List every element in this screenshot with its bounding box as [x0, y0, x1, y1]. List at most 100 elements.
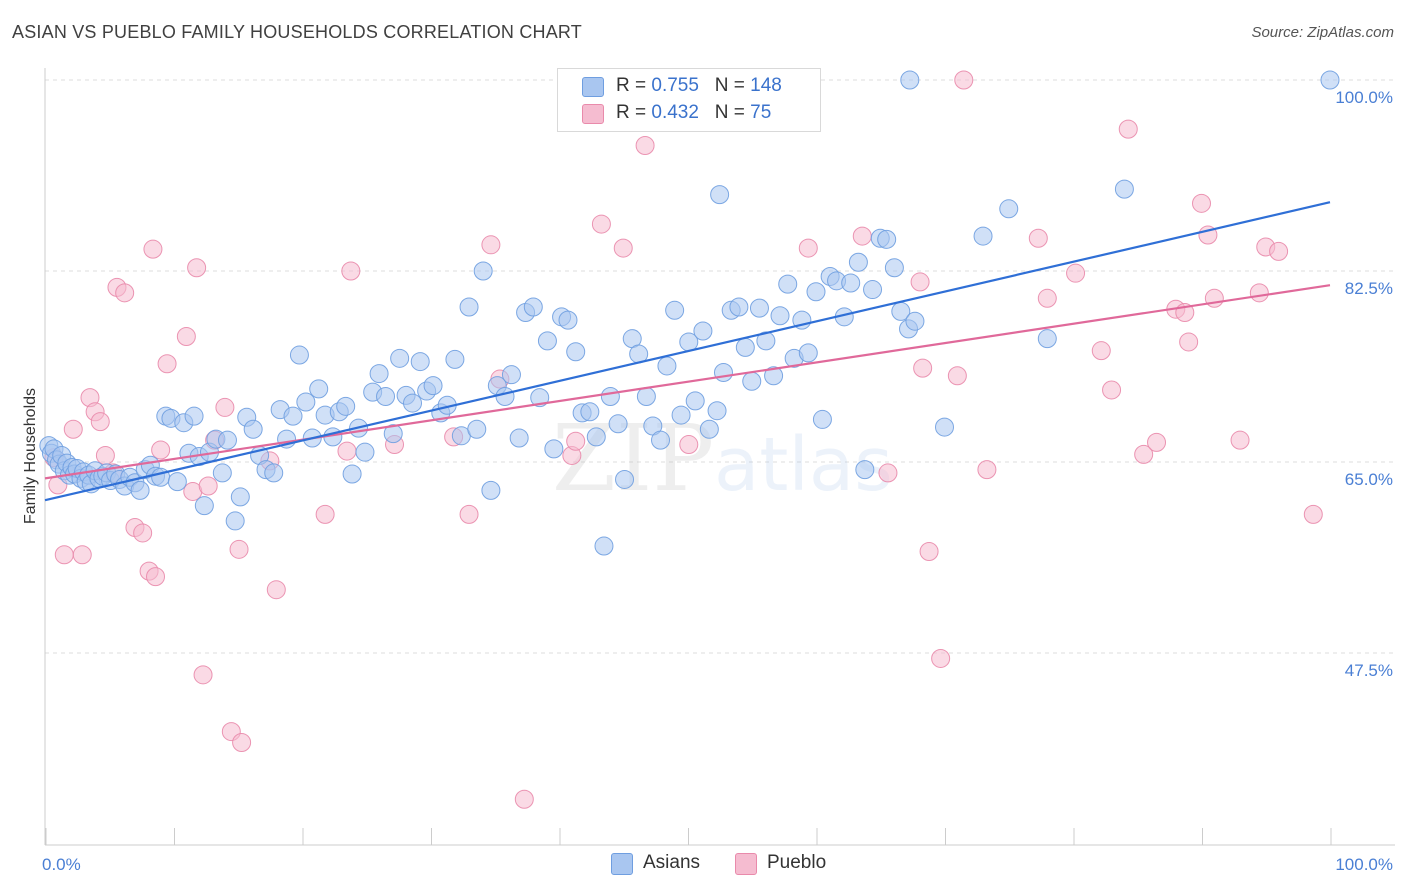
asians-point [194, 496, 214, 516]
asians-point [770, 306, 790, 326]
pueblo-r-value: 0.432 [651, 102, 699, 123]
pueblo-point [679, 435, 699, 455]
asians-point [130, 480, 150, 500]
pueblo-legend-label: Pueblo [767, 852, 827, 873]
pueblo-point [1102, 380, 1122, 400]
asians-r-label: R = [616, 75, 652, 96]
pueblo-point [1249, 283, 1269, 303]
asians-point [905, 311, 925, 331]
asians-point [900, 70, 920, 90]
pueblo-point [193, 665, 213, 685]
asians-point [729, 297, 749, 317]
pueblo-point [1179, 332, 1199, 352]
pueblo-point [315, 504, 335, 524]
pueblo-point [157, 354, 177, 374]
asians-point [225, 511, 245, 531]
pueblo-point [459, 504, 479, 524]
watermark: ZIP atlas [552, 405, 893, 512]
pueblo-point [215, 397, 235, 417]
pueblo-point [90, 412, 110, 432]
asians-point [756, 331, 776, 351]
asians-point [530, 388, 550, 408]
pueblo-point [1230, 430, 1250, 450]
pueblo-point [852, 226, 872, 246]
asians-point [523, 297, 543, 317]
pueblo-point [1303, 504, 1323, 524]
asians-point [841, 273, 861, 293]
asians-legend-label: Asians [643, 852, 701, 873]
pueblo-point [146, 567, 166, 587]
asians-point [973, 226, 993, 246]
asians-point [283, 406, 303, 426]
asians-point [580, 402, 600, 422]
asians-point [217, 430, 237, 450]
asians-legend-swatch [611, 853, 633, 875]
asians-point [636, 387, 656, 407]
x-tick-label-max: 100.0% [1335, 855, 1393, 874]
asians-point [665, 300, 685, 320]
pueblo-point [54, 545, 74, 565]
pueblo-point [913, 358, 933, 378]
asians-point [296, 392, 316, 412]
asians-n-label: N = [714, 75, 751, 96]
pueblo-point [151, 440, 171, 460]
chart-source: Source: ZipAtlas.com [1251, 24, 1394, 41]
pueblo-point [95, 445, 115, 465]
asians-point [600, 387, 620, 407]
pueblo-point [133, 523, 153, 543]
asians-point [264, 463, 284, 483]
asians-point [764, 366, 784, 386]
asians-point [778, 274, 798, 294]
pueblo-point [187, 258, 207, 278]
pueblo-point [266, 580, 286, 600]
asians-point [749, 298, 769, 318]
pueblo-point [591, 214, 611, 234]
asians-point [848, 252, 868, 272]
trend-lines [44, 201, 1331, 502]
series-legend: Asians Pueblo [0, 852, 1406, 878]
asians-point [212, 463, 232, 483]
asians-point [342, 464, 362, 484]
asians-point [812, 409, 832, 429]
pueblo-point [176, 326, 196, 346]
asians-point [657, 356, 677, 376]
pueblo-swatch [582, 104, 604, 124]
pueblo-stats: R = 0.432 N = 75 [616, 102, 771, 124]
asians-stats: R = 0.755 N = 148 [616, 75, 782, 97]
pueblo-point [931, 648, 951, 668]
pueblo-point [1037, 288, 1057, 308]
stats-legend: R = 0.755 N = 148 R = 0.432 N = 75 [557, 68, 821, 132]
pueblo-n-value: 75 [750, 102, 772, 123]
asians-point [884, 258, 904, 278]
asians-point [651, 430, 671, 450]
pueblo-point [1091, 341, 1111, 361]
y-tick-label: 65.0% [1345, 470, 1393, 489]
asians-point [877, 229, 897, 249]
asians-point [671, 405, 691, 425]
asians-point [390, 348, 410, 368]
asians-point [586, 427, 606, 447]
pueblo-point [143, 239, 163, 259]
pueblo-point [232, 732, 252, 752]
pueblo-point [919, 541, 939, 561]
asians-point [735, 337, 755, 357]
pueblo-point [977, 460, 997, 480]
asians-point [509, 428, 529, 448]
pueblo-r-label: R = [616, 102, 652, 123]
asians-point [806, 282, 826, 302]
y-tick-label: 100.0% [1335, 88, 1393, 107]
asians-point [336, 396, 356, 416]
asians-series [39, 70, 1340, 556]
asians-point [230, 487, 250, 507]
pueblo-point [1028, 228, 1048, 248]
asians-point [481, 480, 501, 500]
asians-point [707, 401, 727, 421]
pueblo-point [1269, 241, 1289, 261]
asians-point [473, 261, 493, 281]
asians-point [289, 345, 309, 365]
asians-point [742, 371, 762, 391]
asians-point [544, 439, 564, 459]
pueblo-legend-swatch [735, 853, 757, 875]
asians-point [410, 352, 430, 372]
x-tick-label-min: 0.0% [42, 855, 81, 874]
